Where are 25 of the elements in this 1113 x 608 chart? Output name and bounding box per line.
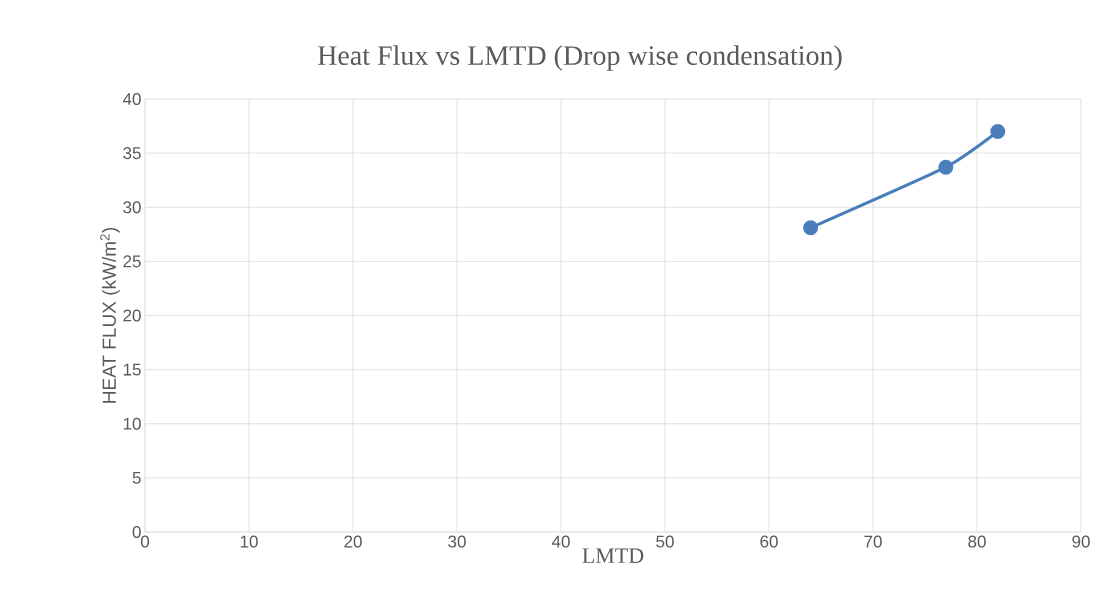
x-tick-label: 70 (864, 535, 882, 548)
x-tick-label: 50 (656, 535, 674, 548)
y-tick-label: 15 (123, 363, 141, 376)
y-tick-label: 30 (123, 201, 141, 214)
point (803, 220, 819, 236)
y-tick-label: 40 (122, 92, 141, 106)
y-tick-label: 10 (123, 417, 141, 430)
x-tick-label: 60 (760, 535, 778, 548)
x-tick-label: 0 (140, 535, 150, 548)
chart-title: Heat Flux vs LMTD (Drop wise condensation) (317, 45, 842, 71)
point (938, 159, 954, 175)
y-axis-title: HEAT FLUX (kW/m$^{2}$) (100, 227, 120, 403)
y-tick-label: 20 (123, 309, 141, 322)
x-tick-label: 30 (448, 535, 466, 548)
y-tick-label: 35 (123, 147, 141, 160)
x-tick-label: 10 (240, 535, 258, 548)
x-axis-title: LMTD (582, 548, 644, 563)
y-tick-label: 5 (132, 471, 141, 484)
x-tick-label: 90 (1072, 535, 1090, 548)
x-tick-label: 20 (344, 535, 362, 548)
y-tick-label: 25 (123, 255, 141, 268)
x-tick-label: 40 (551, 535, 570, 548)
x-tick-label: 80 (968, 535, 986, 548)
point (990, 123, 1006, 139)
y-tick-label: 0 (132, 525, 141, 539)
